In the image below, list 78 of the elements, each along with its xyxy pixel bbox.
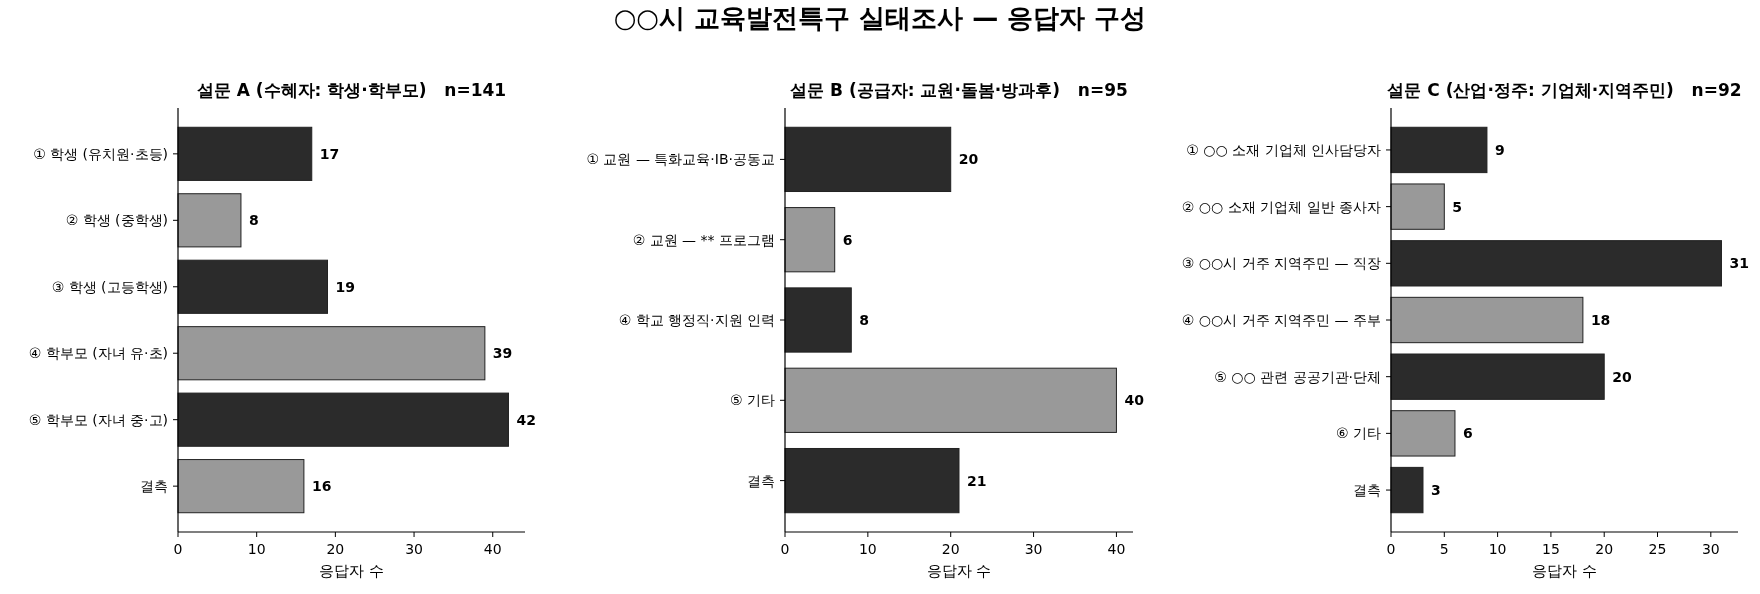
y-tick-label: ⑤ ○○ 관련 공공기관·단체: [1214, 368, 1381, 385]
bar: [784, 447, 960, 514]
data-label: 17: [319, 145, 340, 162]
data-label: 3: [1430, 482, 1441, 499]
bar: [784, 287, 852, 353]
bar: [1390, 410, 1456, 457]
bar: [784, 126, 952, 193]
y-tick-label: ② ○○ 소재 기업체 일반 종사자: [1181, 198, 1381, 215]
data-label: 18: [1590, 312, 1611, 328]
bar: [1390, 466, 1424, 514]
chart-title: 설문 B (공급자: 교원·돌봄·방과후) n=95: [790, 80, 1128, 100]
data-label: 8: [248, 212, 259, 229]
y-tick-label: ⑤ 기타: [729, 392, 775, 409]
bar: [1390, 240, 1722, 287]
x-tick-label: 20: [941, 541, 960, 557]
x-axis-title: 응답자 수: [319, 562, 384, 580]
x-tick-label: 15: [1541, 541, 1560, 557]
bar: [177, 126, 313, 181]
data-label: 6: [842, 231, 853, 248]
y-tick-label: ④ 학교 행정직·지원 인력: [618, 312, 775, 328]
y-tick-label: ⑥ 기타: [1335, 425, 1381, 442]
bar: [784, 207, 836, 273]
x-tick-label: 20: [1595, 541, 1614, 557]
x-tick-label: 30: [405, 541, 423, 557]
y-tick-label: ② 학생 (중학생): [65, 212, 168, 229]
x-tick-label: 0: [780, 541, 790, 557]
y-tick-label: ③ ○○시 거주 지역주민 — 직장: [1181, 255, 1381, 272]
text: ○○시 교육발전특구 실태조사 — 응답자 구성: [613, 3, 1147, 33]
bar: [177, 193, 242, 248]
x-tick-label: 25: [1648, 541, 1667, 557]
data-label: 40: [1124, 392, 1145, 409]
y-tick-label: 결측: [140, 478, 168, 495]
data-label: 6: [1462, 425, 1473, 442]
data-label: 39: [492, 345, 513, 362]
x-tick-label: 30: [1701, 541, 1720, 557]
x-tick-label: 5: [1439, 541, 1449, 557]
data-label: 9: [1494, 141, 1505, 158]
y-tick-label: ⑤ 학부모 (자녀 중·고): [28, 411, 168, 428]
data-label: 19: [335, 278, 355, 295]
data-label: 8: [859, 312, 870, 328]
data-label: 20: [958, 151, 979, 168]
chart-title: 설문 C (산업·정주: 기업체·지역주민) n=92: [1387, 80, 1742, 100]
bar: [1390, 353, 1605, 400]
data-label: 5: [1452, 198, 1463, 215]
x-tick-label: 20: [326, 541, 345, 557]
y-tick-label: ② 교원 — ** 프로그램: [632, 231, 775, 248]
x-tick-label: 0: [1386, 541, 1396, 557]
data-label: 42: [516, 411, 536, 428]
bar: [177, 326, 486, 381]
x-tick-label: 40: [483, 541, 502, 557]
y-tick-label: ④ ○○시 거주 지역주민 — 주부: [1181, 312, 1381, 328]
x-tick-label: 10: [858, 541, 877, 557]
bar: [177, 259, 328, 314]
chart-title: 설문 A (수혜자: 학생·학부모) n=141: [196, 80, 507, 100]
bar: [177, 459, 305, 514]
y-tick-label: ④ 학부모 (자녀 유·초): [28, 345, 168, 362]
x-tick-label: 30: [1024, 541, 1043, 557]
y-tick-label: 결측: [1353, 482, 1381, 499]
data-label: 20: [1612, 368, 1632, 385]
y-tick-label: ① 교원 — 특화교육·IB·공동교: [586, 151, 775, 168]
bar: [1390, 296, 1584, 344]
bar: [177, 392, 509, 447]
bar: [1390, 183, 1445, 230]
data-label: 31: [1729, 255, 1749, 272]
y-tick-label: ① 학생 (유치원·초등): [33, 145, 168, 162]
y-tick-label: ① ○○ 소재 기업체 인사담당자: [1186, 141, 1381, 158]
x-tick-label: 10: [1488, 541, 1507, 557]
bar: [784, 367, 1117, 433]
x-tick-label: 10: [247, 541, 266, 557]
y-tick-label: 결측: [747, 472, 775, 489]
x-axis-title: 응답자 수: [926, 562, 992, 580]
bar: [1390, 126, 1488, 174]
y-tick-label: ③ 학생 (고등학생): [51, 278, 168, 295]
x-tick-label: 0: [173, 541, 183, 557]
x-tick-label: 40: [1107, 541, 1126, 557]
data-label: 16: [311, 478, 332, 495]
data-label: 21: [967, 472, 987, 489]
x-axis-title: 응답자 수: [1532, 562, 1597, 580]
